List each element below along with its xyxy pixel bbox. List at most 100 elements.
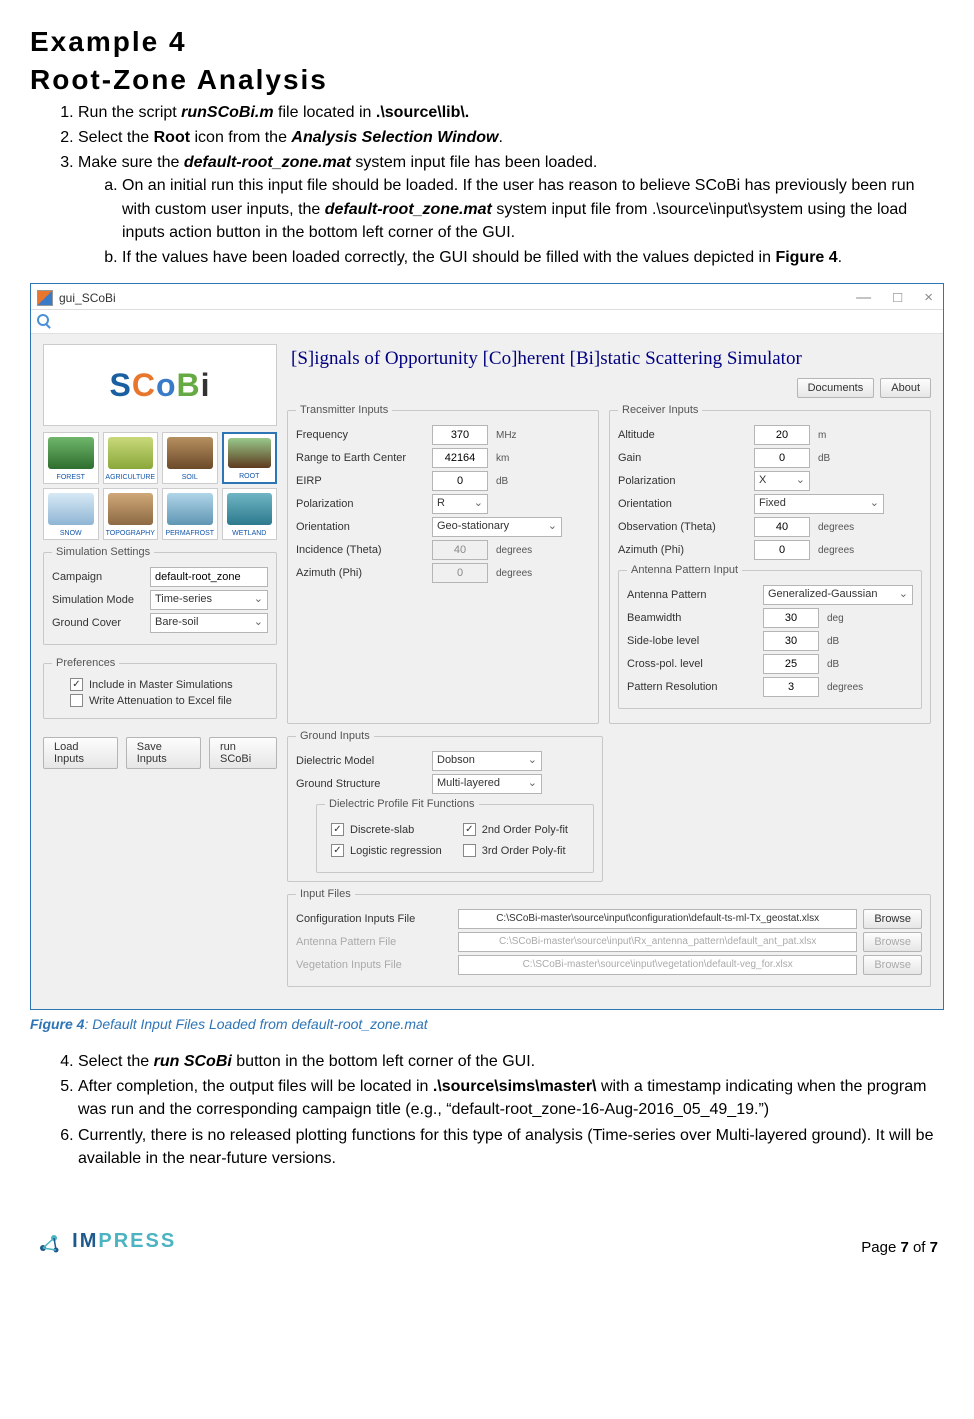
input-files-group: Input Files Configuration Inputs FileC:\… [287,888,931,987]
campaign-input[interactable] [150,567,268,587]
rx-gain-unit: dB [818,453,830,464]
tx-az-label: Azimuth (Phi) [296,567,426,579]
load-inputs-button[interactable]: Load Inputs [43,737,118,769]
about-button[interactable]: About [880,378,931,398]
poly3-label: 3rd Order Poly-fit [482,845,566,857]
ant-bw-unit: deg [827,613,844,624]
veg-file-input: C:\SCoBi-master\source\input\vegetation\… [458,955,857,975]
poly2-checkbox[interactable]: ✓ [463,823,476,836]
analysis-tile-topography[interactable]: TOPOGRAPHY [103,488,159,540]
logistic-checkbox[interactable]: ✓ [331,844,344,857]
analysis-tile-root[interactable]: ROOT [222,432,278,484]
maximize-icon[interactable]: □ [893,289,902,306]
zoom-icon[interactable] [37,314,49,326]
receiver-group: Receiver Inputs Altitudem GaindB Polariz… [609,404,931,724]
app-title: [S]ignals of Opportunity [Co]herent [Bi]… [291,348,931,370]
tile-label: WETLAND [232,530,266,537]
logo-card: SCoBi [43,344,277,426]
diel-model-select[interactable]: Dobson [432,751,542,771]
step-1: Run the script runSCoBi.m file located i… [78,101,944,124]
window-titlebar: gui_SCoBi — □ × [31,284,943,310]
toolstrip [31,310,943,334]
analysis-tile-soil[interactable]: SOIL [162,432,218,484]
campaign-label: Campaign [52,571,144,583]
rx-az-unit: degrees [818,545,854,556]
transmitter-legend: Transmitter Inputs [296,404,392,416]
close-icon[interactable]: × [924,289,933,306]
ant-sl-unit: dB [827,636,839,647]
tx-pol-select[interactable]: R [432,494,488,514]
ground-inputs-group: Ground Inputs Dielectric ModelDobson Gro… [287,730,603,882]
rx-az-input[interactable] [754,540,810,560]
analysis-tile-permafrost[interactable]: PERMAFROST [162,488,218,540]
receiver-legend: Receiver Inputs [618,404,702,416]
tx-orient-select[interactable]: Geo-stationary [432,517,562,537]
tx-range-input[interactable] [432,448,488,468]
impress-icon [36,1230,62,1256]
ant-xp-input[interactable] [763,654,819,674]
sim-mode-select[interactable]: Time-series [150,590,268,610]
tx-freq-input[interactable] [432,425,488,445]
tile-label: SNOW [60,530,82,537]
include-master-checkbox[interactable]: ✓ [70,678,83,691]
rx-gain-input[interactable] [754,448,810,468]
veg-file-label: Vegetation Inputs File [296,959,452,971]
rx-alt-unit: m [818,430,826,441]
cfg-browse-button[interactable]: Browse [863,909,922,929]
discrete-slab-checkbox[interactable]: ✓ [331,823,344,836]
rx-pol-select[interactable]: X [754,471,810,491]
rx-az-label: Azimuth (Phi) [618,544,748,556]
analysis-tile-forest[interactable]: FOREST [43,432,99,484]
documents-button[interactable]: Documents [797,378,875,398]
tx-inc-input [432,540,488,560]
impress-logo: IMPRESS [36,1230,176,1256]
rx-gain-label: Gain [618,452,748,464]
step-6: Currently, there is no released plotting… [78,1124,944,1170]
ground-struct-label: Ground Structure [296,778,426,790]
discrete-slab-label: Discrete-slab [350,824,414,836]
step-3a: On an initial run this input file should… [122,174,944,244]
tx-eirp-input[interactable] [432,471,488,491]
ant-xp-unit: dB [827,659,839,670]
ant-sl-input[interactable] [763,631,819,651]
tx-az-unit: degrees [496,568,532,579]
tx-pol-label: Polarization [296,498,426,510]
ant-pattern-label: Antenna Pattern [627,589,757,601]
page-number: Page 7 of 7 [861,1239,938,1256]
heading-line-2: Root-Zone Analysis [30,62,944,98]
ant-browse-button: Browse [863,932,922,952]
rx-orient-select[interactable]: Fixed [754,494,884,514]
antenna-pattern-group: Antenna Pattern Input Antenna PatternGen… [618,564,922,709]
window-title: gui_SCoBi [59,291,116,305]
rx-alt-input[interactable] [754,425,810,445]
ant-res-input[interactable] [763,677,819,697]
ant-pattern-select[interactable]: Generalized-Gaussian [763,585,913,605]
rx-obs-label: Observation (Theta) [618,521,748,533]
minimize-icon[interactable]: — [856,289,871,306]
fit-functions-legend: Dielectric Profile Fit Functions [325,798,479,810]
tx-eirp-label: EIRP [296,475,426,487]
rx-pol-label: Polarization [618,475,748,487]
write-atten-checkbox[interactable] [70,694,83,707]
ant-res-unit: degrees [827,682,863,693]
logistic-label: Logistic regression [350,845,442,857]
figure-4-caption: Figure 4: Default Input Files Loaded fro… [30,1016,944,1032]
ant-file-input: C:\SCoBi-master\source\input\Rx_antenna_… [458,932,857,952]
poly3-checkbox[interactable] [463,844,476,857]
tile-label: TOPOGRAPHY [106,530,155,537]
analysis-tile-wetland[interactable]: WETLAND [222,488,278,540]
cfg-file-input[interactable]: C:\SCoBi-master\source\input\configurati… [458,909,857,929]
diel-model-label: Dielectric Model [296,755,426,767]
ant-bw-input[interactable] [763,608,819,628]
tx-range-unit: km [496,453,509,464]
save-inputs-button[interactable]: Save Inputs [126,737,201,769]
ground-struct-select[interactable]: Multi-layered [432,774,542,794]
input-files-legend: Input Files [296,888,355,900]
simulation-settings-group: Simulation Settings Campaign Simulation … [43,546,277,645]
analysis-tile-agriculture[interactable]: AGRICULTURE [103,432,159,484]
rx-obs-input[interactable] [754,517,810,537]
ground-cover-select[interactable]: Bare-soil [150,613,268,633]
analysis-tile-snow[interactable]: SNOW [43,488,99,540]
tile-label: ROOT [239,473,259,480]
run-scobi-button[interactable]: run SCoBi [209,737,277,769]
